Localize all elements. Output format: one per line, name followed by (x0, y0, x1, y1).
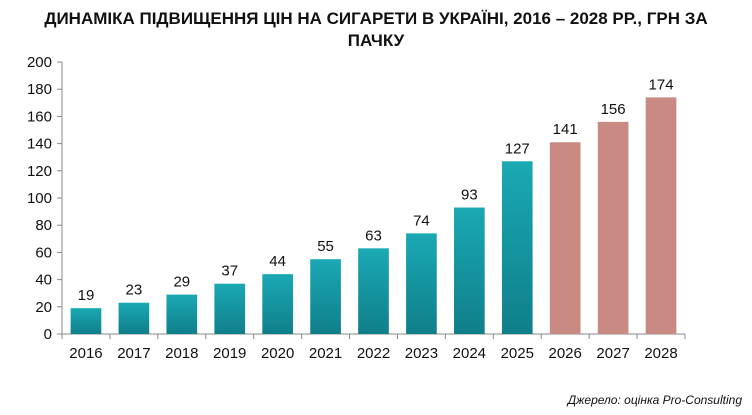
data-label-2027: 156 (601, 101, 626, 118)
data-label-2022: 63 (365, 227, 382, 244)
bar-2019 (214, 283, 246, 334)
bar-2017 (118, 302, 150, 334)
data-label-2021: 55 (317, 238, 334, 255)
bar-2016 (70, 308, 102, 334)
x-tick-label: 2020 (261, 345, 294, 362)
source-note: Джерело: оцінка Pro-Consulting (567, 393, 742, 407)
x-tick-label: 2024 (453, 345, 486, 362)
chart-title-line-2: ПАЧКУ (347, 31, 405, 50)
x-tick-label: 2023 (405, 345, 438, 362)
chart-title: ДИНАМІКА ПІДВИЩЕННЯ ЦІН НА СИГАРЕТИ В УК… (0, 8, 752, 52)
data-label-2026: 141 (553, 121, 578, 138)
bar-2018 (166, 294, 198, 334)
data-label-2018: 29 (173, 274, 190, 291)
data-label-2025: 127 (505, 140, 530, 157)
x-tick-label: 2026 (549, 345, 582, 362)
data-labels: 19 23 29 37 44 55 63 74 93 127 141 156 174 (78, 76, 674, 304)
data-label-2020: 44 (269, 253, 286, 270)
bar-2027 (597, 121, 629, 334)
y-tick-label: 100 (27, 190, 52, 207)
y-tick-label: 200 (27, 54, 52, 71)
data-label-2019: 37 (221, 263, 238, 280)
data-label-2028: 174 (649, 76, 674, 93)
bar-2026 (549, 142, 581, 334)
y-tick-label: 80 (35, 217, 52, 234)
x-tick-label: 2021 (309, 345, 342, 362)
y-tick-label: 20 (35, 299, 52, 316)
y-tick-label: 0 (44, 326, 52, 343)
y-tick-label: 160 (27, 108, 52, 125)
bar-2024 (454, 207, 485, 334)
x-tick-label: 2018 (165, 345, 198, 362)
x-tick-label: 2019 (213, 345, 246, 362)
x-tick-label: 2022 (357, 345, 390, 362)
y-tick-label: 140 (27, 136, 52, 153)
x-tick-label: 2027 (596, 345, 629, 362)
y-tick-label: 120 (27, 163, 52, 180)
data-label-2024: 93 (461, 187, 478, 204)
bars (70, 97, 677, 334)
bar-2028 (645, 97, 677, 334)
x-axis: 2016 2017 2018 2019 2020 2021 2022 2023 2024 2025… (61, 333, 686, 362)
y-tick-label: 60 (35, 244, 52, 261)
bar-2025 (501, 161, 533, 334)
data-label-2016: 19 (78, 287, 95, 304)
bar-2022 (358, 248, 389, 334)
chart-title-line-1: ДИНАМІКА ПІДВИЩЕННЯ ЦІН НА СИГАРЕТИ В УК… (44, 9, 708, 28)
bar-2020 (262, 274, 293, 334)
bar-2023 (406, 233, 437, 334)
data-label-2023: 74 (413, 212, 430, 229)
y-tick-label: 180 (27, 81, 52, 98)
data-label-2017: 23 (126, 282, 143, 299)
x-tick-label: 2028 (644, 345, 677, 362)
bar-2021 (310, 259, 341, 334)
y-tick-label: 40 (35, 272, 52, 289)
x-tick-label: 2017 (117, 345, 150, 362)
x-tick-label: 2025 (501, 345, 534, 362)
x-tick-label: 2016 (69, 345, 102, 362)
y-axis: 0 20 40 60 80 100 120 140 160 180 200 (27, 54, 63, 343)
